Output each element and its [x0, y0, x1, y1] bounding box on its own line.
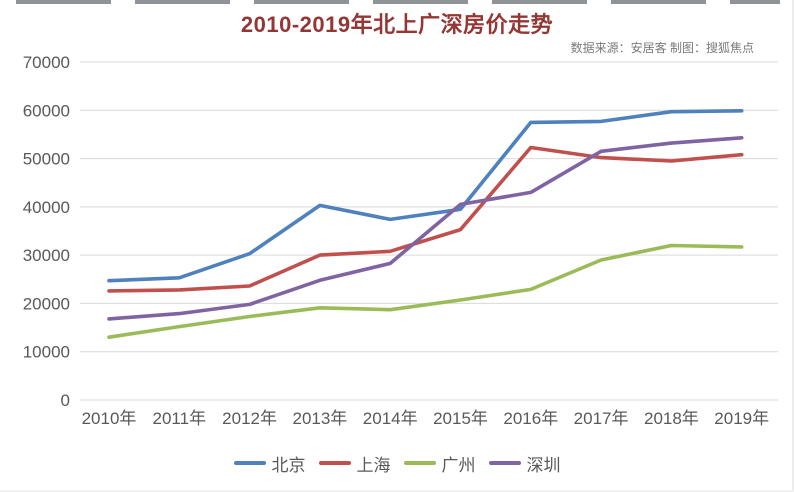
- x-tick-label: 2018年: [644, 409, 699, 428]
- legend-line-swatch-icon: [318, 461, 351, 465]
- legend-line-swatch-icon: [403, 461, 436, 465]
- y-tick-label: 60000: [23, 101, 70, 120]
- y-tick-label: 20000: [23, 294, 70, 313]
- legend-item: 深圳: [488, 451, 561, 476]
- x-tick-label: 2019年: [714, 409, 769, 428]
- series-line-4: [107, 136, 744, 321]
- y-tick-label: 0: [61, 391, 70, 410]
- legend-line-swatch-icon: [233, 461, 266, 465]
- series-line-2: [107, 145, 744, 293]
- chart-title: 2010-2019年北上广深房价走势: [240, 12, 554, 37]
- plot-area: 0 10000 20000 30000 40000 50000 60000 70000 2010…: [23, 53, 778, 428]
- legend-item: 北京: [233, 451, 306, 476]
- x-tick-label: 2014年: [363, 409, 418, 428]
- legend: 北京 上海 广州 深圳: [0, 449, 794, 477]
- legend-label: 广州: [441, 455, 476, 475]
- legend-line-swatch-icon: [488, 461, 521, 465]
- y-tick-label: 30000: [23, 246, 70, 265]
- top-border-decoration: [16, 0, 780, 4]
- x-tick-label: 2015年: [433, 409, 488, 428]
- right-edge-decoration: [792, 0, 794, 492]
- x-tick-label: 2017年: [574, 409, 629, 428]
- legend-label: 深圳: [526, 455, 561, 475]
- series-line-3: [107, 243, 744, 340]
- series-line-1: [107, 109, 744, 283]
- x-tick-label: 2016年: [503, 409, 558, 428]
- y-tick-label: 50000: [23, 150, 70, 169]
- y-tick-label: 70000: [23, 53, 70, 72]
- legend-item: 上海: [318, 451, 391, 476]
- legend-label: 北京: [271, 455, 306, 475]
- legend-item: 广州: [403, 451, 476, 476]
- legend-label: 上海: [356, 455, 391, 475]
- source-note: 数据来源：安居客 制图：搜狐焦点: [570, 41, 754, 55]
- x-tick-label: 2011年: [153, 409, 207, 428]
- x-tick-label: 2012年: [222, 409, 277, 428]
- y-tick-label: 10000: [23, 343, 70, 362]
- x-tick-label: 2013年: [292, 409, 347, 428]
- y-tick-label: 40000: [23, 198, 70, 217]
- x-tick-label: 2010年: [82, 409, 137, 428]
- bottom-edge-decoration: [0, 490, 794, 492]
